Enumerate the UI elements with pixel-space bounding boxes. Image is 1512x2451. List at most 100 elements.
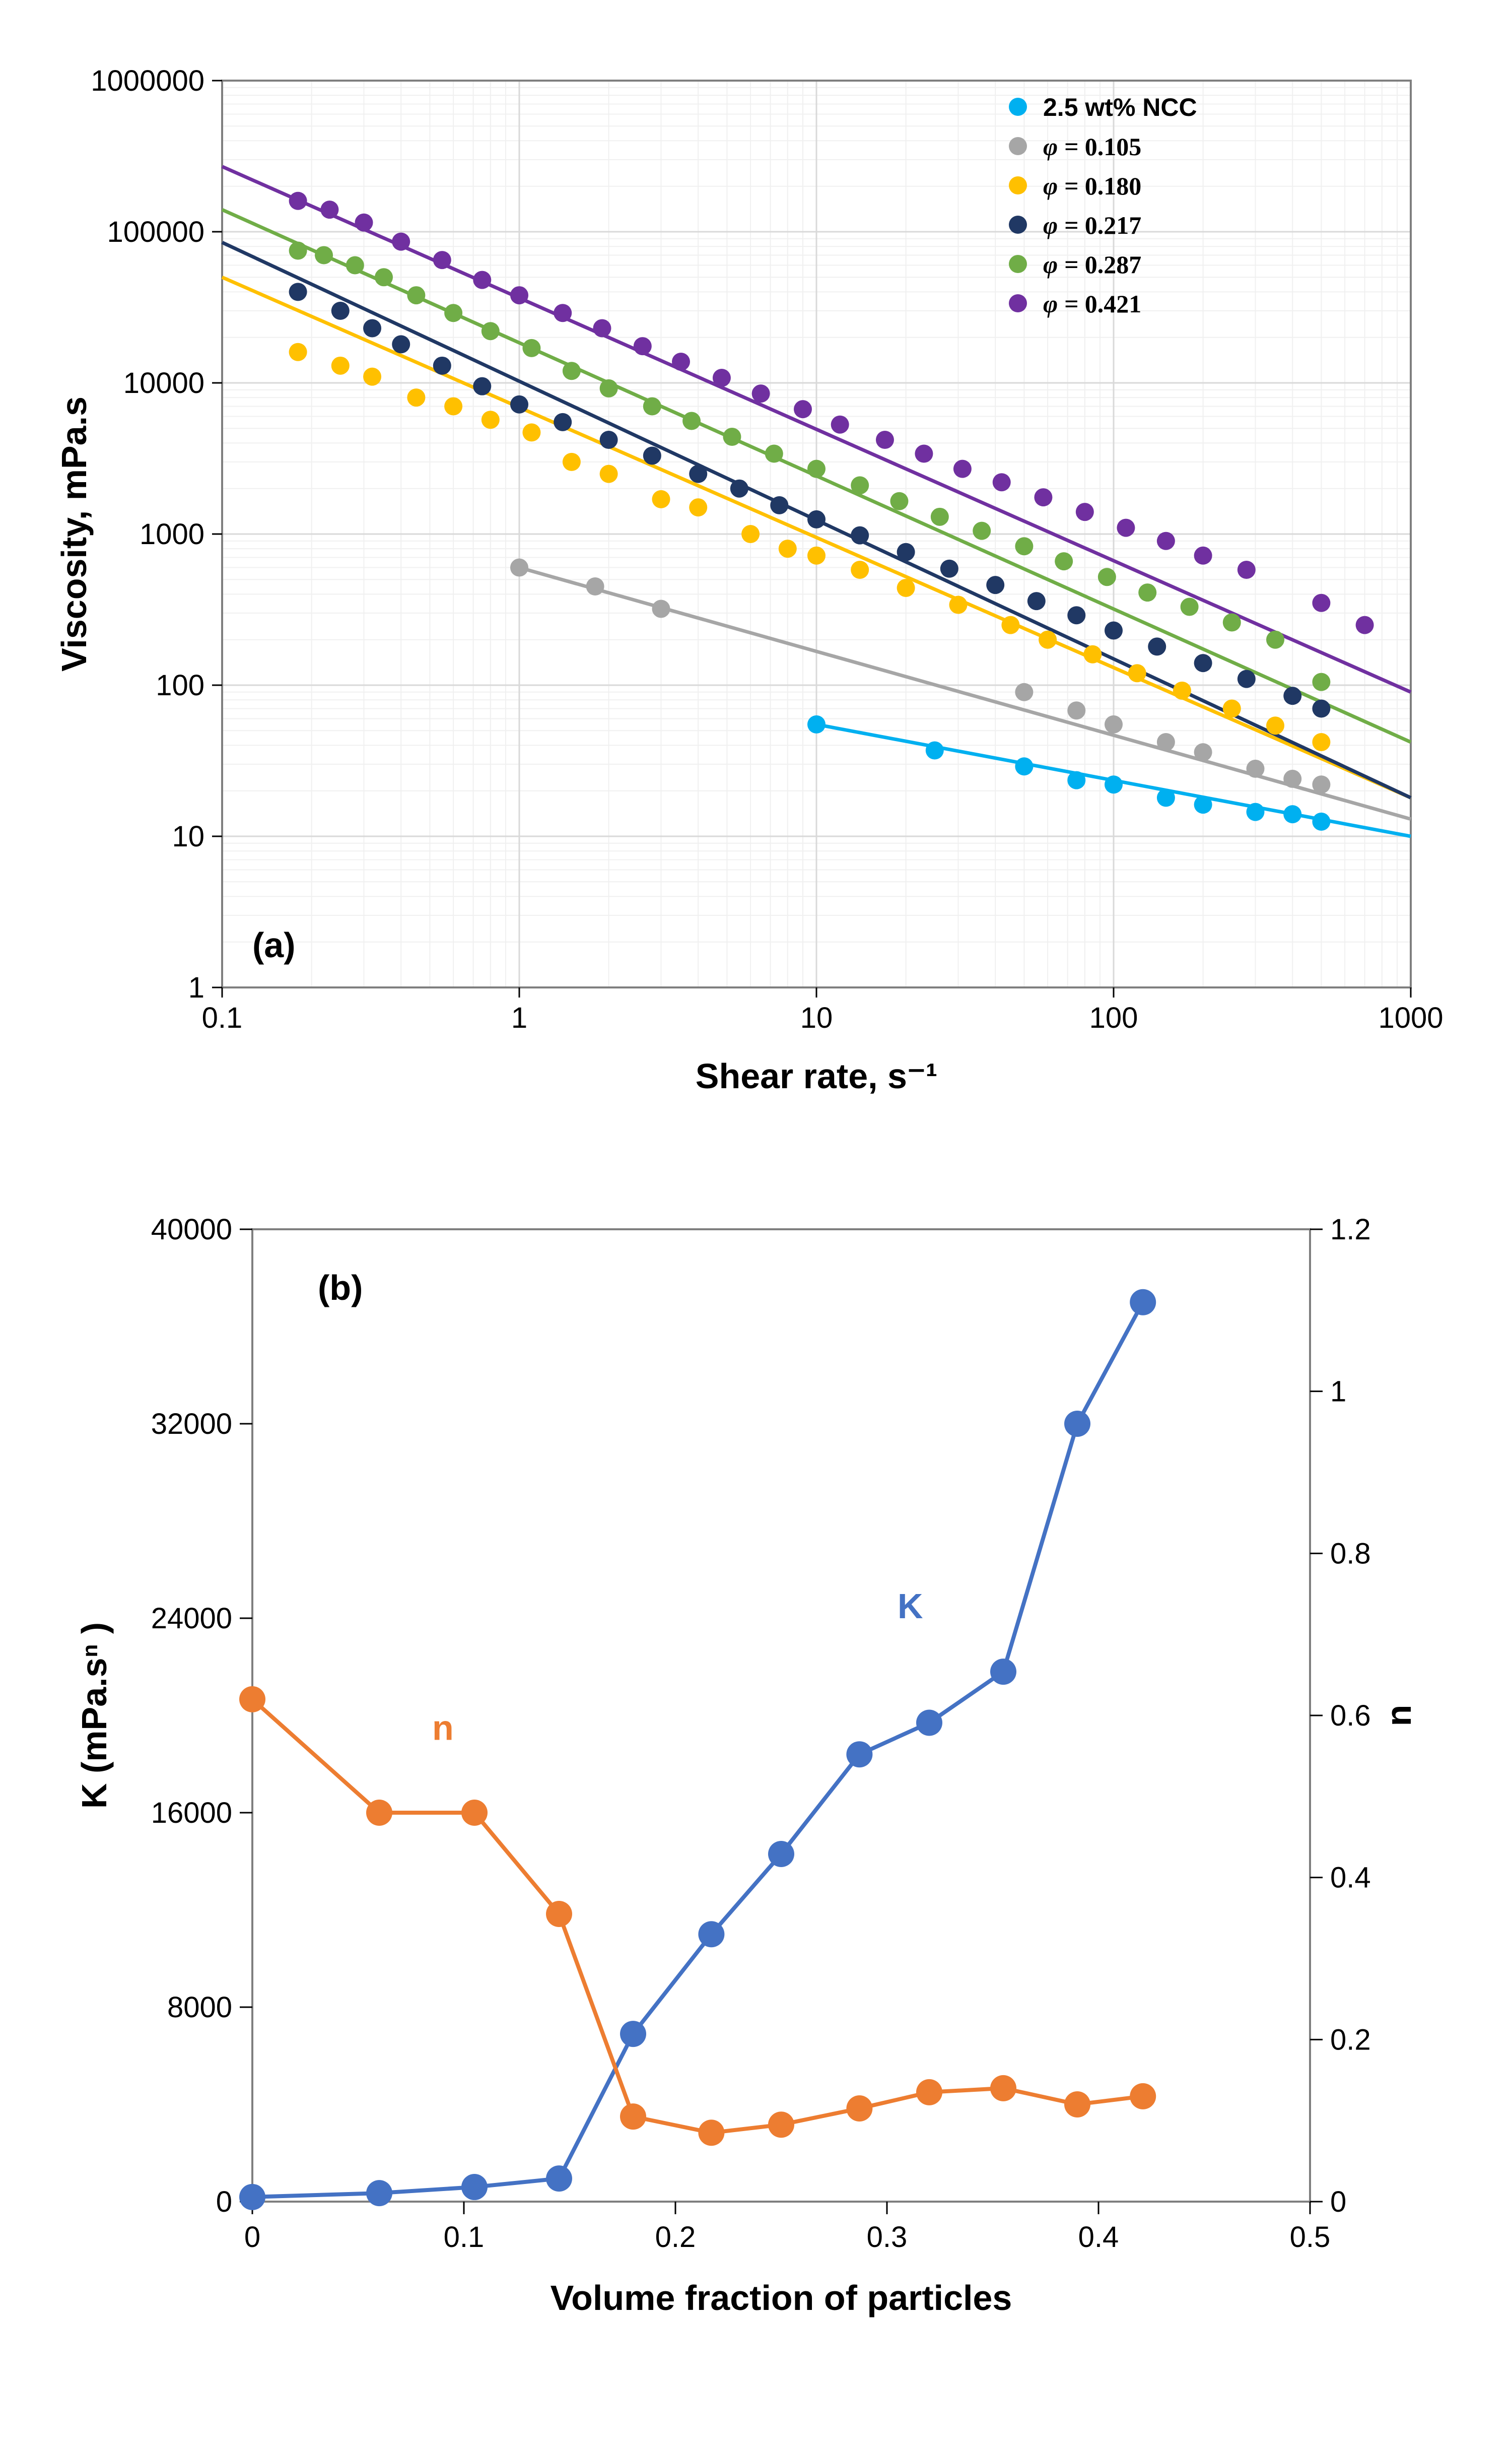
y2-tick-label: 1 xyxy=(1330,1375,1346,1408)
k-point xyxy=(1064,1411,1090,1437)
data-point xyxy=(407,388,425,407)
y-tick-label: 10 xyxy=(172,820,204,853)
data-point xyxy=(1067,606,1085,624)
y2-tick-label: 0.6 xyxy=(1330,1699,1371,1732)
chart-a-panel: 0.11101001000110100100010000100000100000… xyxy=(51,30,1461,1139)
y-tick-label: 100000 xyxy=(107,216,204,248)
data-point xyxy=(949,596,968,614)
data-point xyxy=(1223,614,1241,632)
y2-tick-label: 0.8 xyxy=(1330,1537,1371,1570)
y-axis-title: Viscosity, mPa.s xyxy=(54,396,94,672)
data-point xyxy=(851,561,869,579)
y2-tick-label: 0.4 xyxy=(1330,1862,1371,1894)
data-point xyxy=(600,431,618,449)
data-point xyxy=(897,543,915,561)
data-point xyxy=(563,362,581,380)
data-point xyxy=(1223,699,1241,717)
data-point xyxy=(331,357,350,375)
data-point xyxy=(522,423,540,441)
data-point xyxy=(510,286,528,304)
legend-label: 2.5 wt% NCC xyxy=(1043,93,1197,121)
data-point xyxy=(1238,561,1256,579)
data-point xyxy=(392,233,410,251)
data-point xyxy=(1098,568,1116,586)
k-point xyxy=(546,2165,572,2192)
data-point xyxy=(289,241,307,259)
x-tick-label: 0.4 xyxy=(1078,2221,1119,2254)
data-point xyxy=(510,395,528,414)
k-point xyxy=(620,2021,646,2047)
legend-marker xyxy=(1009,216,1027,234)
data-point xyxy=(807,715,826,734)
k-point xyxy=(461,2174,488,2200)
data-point xyxy=(1138,583,1156,602)
data-point xyxy=(926,742,944,760)
data-point xyxy=(1266,631,1284,649)
data-point xyxy=(1157,532,1175,550)
panel-label-b: (b) xyxy=(318,1268,363,1307)
data-point xyxy=(723,428,741,446)
data-point xyxy=(554,413,572,431)
x-axis-title: Volume fraction of particles xyxy=(551,2278,1012,2317)
data-point xyxy=(741,525,760,543)
k-point xyxy=(768,1841,794,1867)
data-point xyxy=(643,446,661,465)
data-point xyxy=(689,498,707,516)
data-point xyxy=(1039,631,1057,649)
data-point xyxy=(752,384,770,403)
data-point xyxy=(355,214,373,232)
data-point xyxy=(315,246,333,264)
y2-tick-label: 0 xyxy=(1330,2185,1346,2218)
k-point xyxy=(239,2184,265,2210)
data-point xyxy=(1128,664,1146,682)
legend-label: φ = 0.287 xyxy=(1043,250,1141,279)
data-point xyxy=(375,268,393,286)
data-point xyxy=(931,508,949,526)
n-series-label: n xyxy=(432,1708,454,1747)
data-point xyxy=(643,397,661,415)
x-tick-label: 0.1 xyxy=(202,1002,243,1034)
data-point xyxy=(1247,803,1265,821)
data-point xyxy=(730,480,748,498)
y-tick-label: 1000000 xyxy=(91,64,204,97)
data-point xyxy=(473,377,491,395)
data-point xyxy=(1015,757,1033,775)
data-point xyxy=(1083,645,1102,664)
data-point xyxy=(600,379,618,398)
x-tick-label: 1 xyxy=(511,1002,527,1034)
data-point xyxy=(1312,775,1330,793)
data-point xyxy=(1238,670,1256,688)
data-point xyxy=(1173,682,1191,700)
data-point xyxy=(1055,552,1073,570)
data-point xyxy=(1312,733,1330,751)
y1-tick-label: 32000 xyxy=(151,1408,232,1440)
chart-b-panel: 00.10.20.30.40.5080001600024000320004000… xyxy=(51,1169,1461,2353)
data-point xyxy=(473,271,491,289)
data-point xyxy=(363,319,381,337)
legend-marker xyxy=(1009,294,1027,312)
legend-label: φ = 0.217 xyxy=(1043,211,1141,239)
data-point xyxy=(392,335,410,353)
data-point xyxy=(586,577,604,595)
data-point xyxy=(1105,775,1123,793)
data-point xyxy=(554,304,572,322)
y1-tick-label: 40000 xyxy=(151,1213,232,1246)
data-point xyxy=(289,192,307,210)
data-point xyxy=(1194,743,1212,761)
data-point xyxy=(851,476,869,494)
n-point xyxy=(990,2075,1016,2101)
data-point xyxy=(986,576,1004,594)
data-point xyxy=(765,445,783,463)
y-tick-label: 10000 xyxy=(123,367,204,400)
data-point xyxy=(433,357,451,375)
n-point xyxy=(366,1800,392,1826)
data-point xyxy=(890,492,908,510)
data-point xyxy=(770,496,788,514)
y1-tick-label: 16000 xyxy=(151,1797,232,1829)
data-point xyxy=(1015,683,1033,701)
n-point xyxy=(846,2095,872,2122)
y2-tick-label: 1.2 xyxy=(1330,1213,1371,1246)
data-point xyxy=(851,526,869,545)
n-point xyxy=(916,2079,942,2105)
k-point xyxy=(698,1921,724,1947)
